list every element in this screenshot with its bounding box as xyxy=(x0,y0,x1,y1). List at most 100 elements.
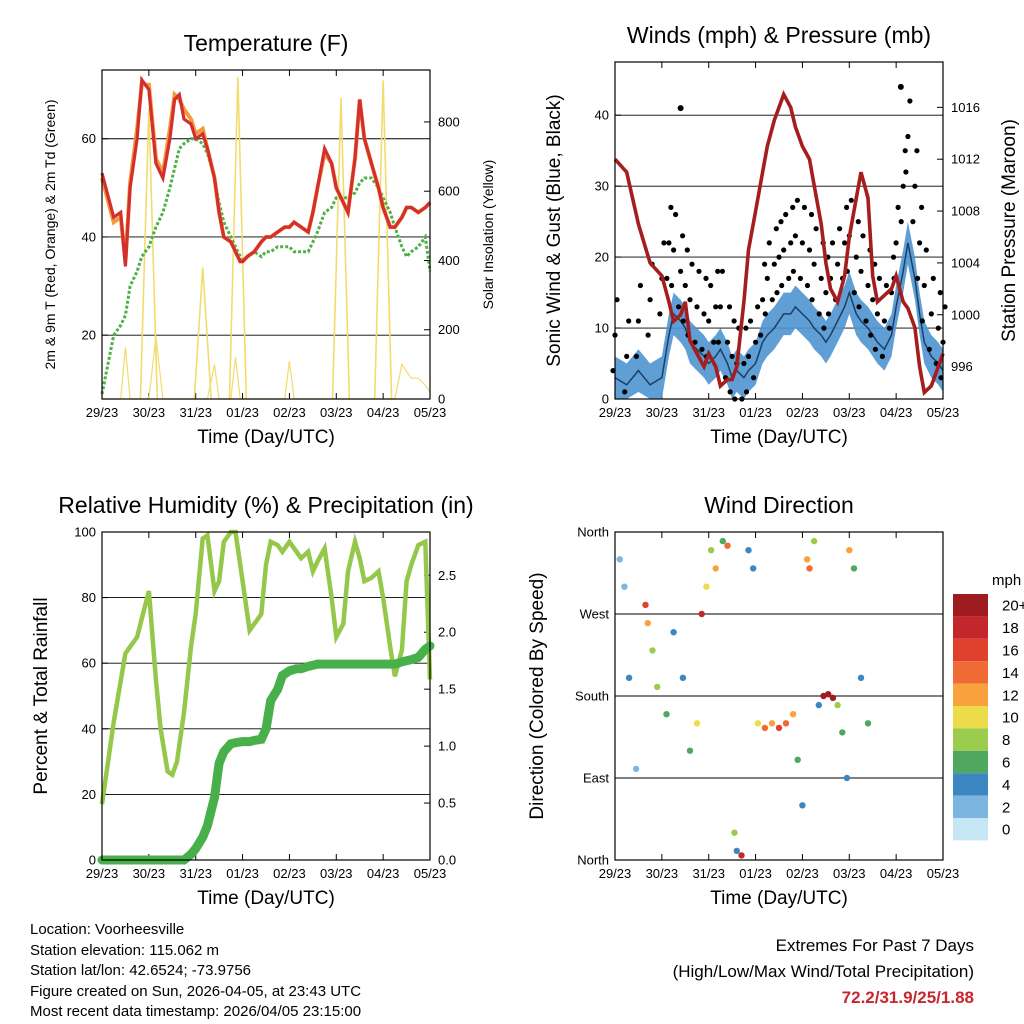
y-tick-label: 80 xyxy=(82,590,96,605)
gust-point xyxy=(781,247,787,253)
gust-point xyxy=(680,233,686,239)
gust-point xyxy=(912,183,918,189)
direction-point xyxy=(731,829,738,836)
gust-point xyxy=(680,318,686,324)
gust-point xyxy=(919,204,925,210)
direction-title: Wind Direction xyxy=(704,492,854,518)
gust-point xyxy=(900,183,906,189)
gust-point xyxy=(811,261,817,267)
x-tick-label: 01/23 xyxy=(226,866,259,881)
direction-point xyxy=(719,537,726,545)
gust-point xyxy=(766,240,772,246)
gust-point xyxy=(717,304,724,310)
gust-point xyxy=(706,318,712,324)
gust-point xyxy=(872,346,879,352)
colorbar-swatch xyxy=(953,683,988,706)
gust-point xyxy=(942,304,948,310)
gust-point xyxy=(689,261,695,267)
gust-point xyxy=(806,247,813,253)
station-latlon: Station lat/lon: 42.6524; -73.9756 xyxy=(30,962,252,979)
gust-point xyxy=(874,311,881,317)
gust-point xyxy=(696,268,702,274)
x-tick-label: 01/23 xyxy=(739,405,772,420)
x-tick-label: 29/23 xyxy=(86,405,119,420)
gust-point xyxy=(907,98,913,104)
x-tick-label: 30/23 xyxy=(646,405,679,420)
temperature-panel: Temperature (F) 29/23 30/23 31/23 01/23 02/23… xyxy=(42,30,496,448)
x-axis-label: Time (Day/UTC) xyxy=(197,427,335,448)
gust-point xyxy=(825,311,832,317)
gust-point xyxy=(921,282,927,289)
gust-point xyxy=(821,325,827,331)
colorbar-swatch xyxy=(953,616,988,639)
gust-point xyxy=(879,353,886,359)
direction-point xyxy=(768,720,776,727)
y2-tick-label: 800 xyxy=(438,114,460,129)
precip-series xyxy=(97,641,435,865)
pressure-series xyxy=(613,90,945,397)
gust-point xyxy=(876,275,883,281)
gust-point xyxy=(855,219,861,225)
gust-point xyxy=(726,304,733,310)
direction-point xyxy=(846,547,853,554)
y-tick-label: 10 xyxy=(595,321,609,336)
y2-tick-label: 0.0 xyxy=(438,853,456,868)
gust-point xyxy=(779,282,785,289)
solar-series xyxy=(228,76,248,400)
extremes-block: Extremes For Past 7 Days (High/Low/Max W… xyxy=(673,933,974,1011)
direction-point xyxy=(761,724,769,732)
gust-point xyxy=(778,219,784,225)
gust-point xyxy=(794,197,801,203)
y2-axis-label: Station Pressure (Maroon) xyxy=(999,119,1020,342)
x-tick-label: 30/23 xyxy=(646,866,679,881)
gust-point xyxy=(853,254,859,260)
y-tick-label: 0 xyxy=(89,853,96,868)
colorbar-swatch xyxy=(953,638,988,662)
gust-point xyxy=(818,275,824,281)
gust-point xyxy=(760,297,766,303)
solar-series xyxy=(193,267,212,400)
recent-timestamp: Most recent data timestamp: 2026/04/05 2… xyxy=(30,1003,362,1020)
colorbar-swatch xyxy=(953,750,988,774)
gust-point xyxy=(635,318,642,324)
x-tick-label: 29/23 xyxy=(599,866,632,881)
gust-point xyxy=(935,325,941,331)
gust-point xyxy=(844,204,850,210)
gust-point xyxy=(661,240,667,246)
gust-point xyxy=(729,353,735,359)
y-tick-label: 40 xyxy=(82,721,96,736)
gust-point xyxy=(745,353,752,359)
x-tick-label: 05/23 xyxy=(414,405,447,420)
gust-point xyxy=(809,297,815,303)
gust-point xyxy=(893,240,899,246)
colorbar-title: mph xyxy=(992,572,1021,589)
gust-point xyxy=(699,346,705,352)
direction-point xyxy=(850,565,858,572)
direction-point xyxy=(782,720,790,727)
colorbar-swatch xyxy=(953,728,988,751)
direction-point xyxy=(829,694,837,701)
solar-series xyxy=(331,97,351,400)
direction-point xyxy=(799,802,806,809)
figure-created: Figure created on Sun, 2026-04-05, at 23… xyxy=(30,982,362,1000)
temp-2m-series xyxy=(100,75,432,267)
direction-point xyxy=(712,565,719,572)
x-tick-label: 04/23 xyxy=(880,866,913,881)
gust-point xyxy=(682,282,688,289)
y-tick-label: 20 xyxy=(595,250,609,265)
x-tick-label: 31/23 xyxy=(692,405,725,420)
gust-point xyxy=(903,169,909,175)
x-tick-label: 29/23 xyxy=(599,405,632,420)
gust-point xyxy=(771,261,777,267)
y-tick-label: 20 xyxy=(82,787,96,802)
gust-point xyxy=(764,275,770,281)
x-tick-label: 30/23 xyxy=(133,405,166,420)
gust-point xyxy=(792,233,799,239)
y-tick-label: 30 xyxy=(595,179,609,194)
speed-colorbar: mph 20+ 18 16 14 12 10 8 6 4 2 0 xyxy=(953,572,1024,841)
x-tick-label: 31/23 xyxy=(179,866,212,881)
direction-point xyxy=(654,683,661,691)
gust-point xyxy=(703,275,709,281)
solar-series xyxy=(139,108,159,400)
